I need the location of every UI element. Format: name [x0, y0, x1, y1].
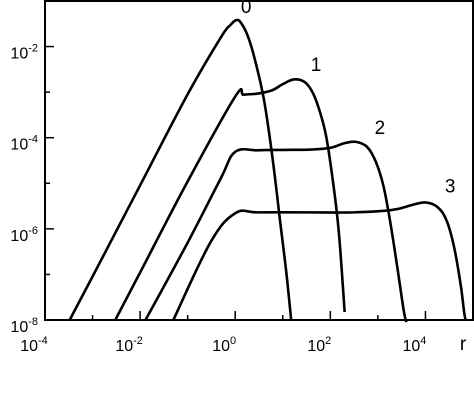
series-line-1	[114, 78, 346, 321]
x-tick-label: 10-2	[115, 335, 143, 355]
y-tick-label: 10-8	[10, 316, 38, 336]
x-tick-label: 102	[307, 335, 331, 355]
x-axis-label: r	[460, 334, 467, 355]
plot-frame	[44, 0, 474, 321]
curves	[68, 18, 467, 323]
y-tick-label: 10-2	[10, 43, 38, 63]
curve-label-2: 2	[375, 118, 386, 139]
curve-label-1: 1	[311, 55, 322, 76]
series-line-2	[144, 140, 408, 323]
x-tick-label: 10-4	[20, 335, 48, 355]
plot-area	[44, 0, 474, 321]
ticks	[44, 0, 474, 321]
series-line-3	[172, 201, 467, 321]
series-line-0	[68, 18, 293, 321]
x-tick-label: 104	[402, 335, 426, 355]
y-tick-label: 10-4	[10, 134, 38, 154]
x-tick-label: 100	[212, 335, 236, 355]
labels: 10-4 10-2 100 102 104 10-8 10-6 10-4 10-2 r 0 1 2 3	[10, 0, 466, 355]
curve-label-0: 0	[241, 0, 252, 18]
y-tick-label: 10-6	[10, 225, 38, 245]
curve-label-3: 3	[445, 177, 456, 198]
